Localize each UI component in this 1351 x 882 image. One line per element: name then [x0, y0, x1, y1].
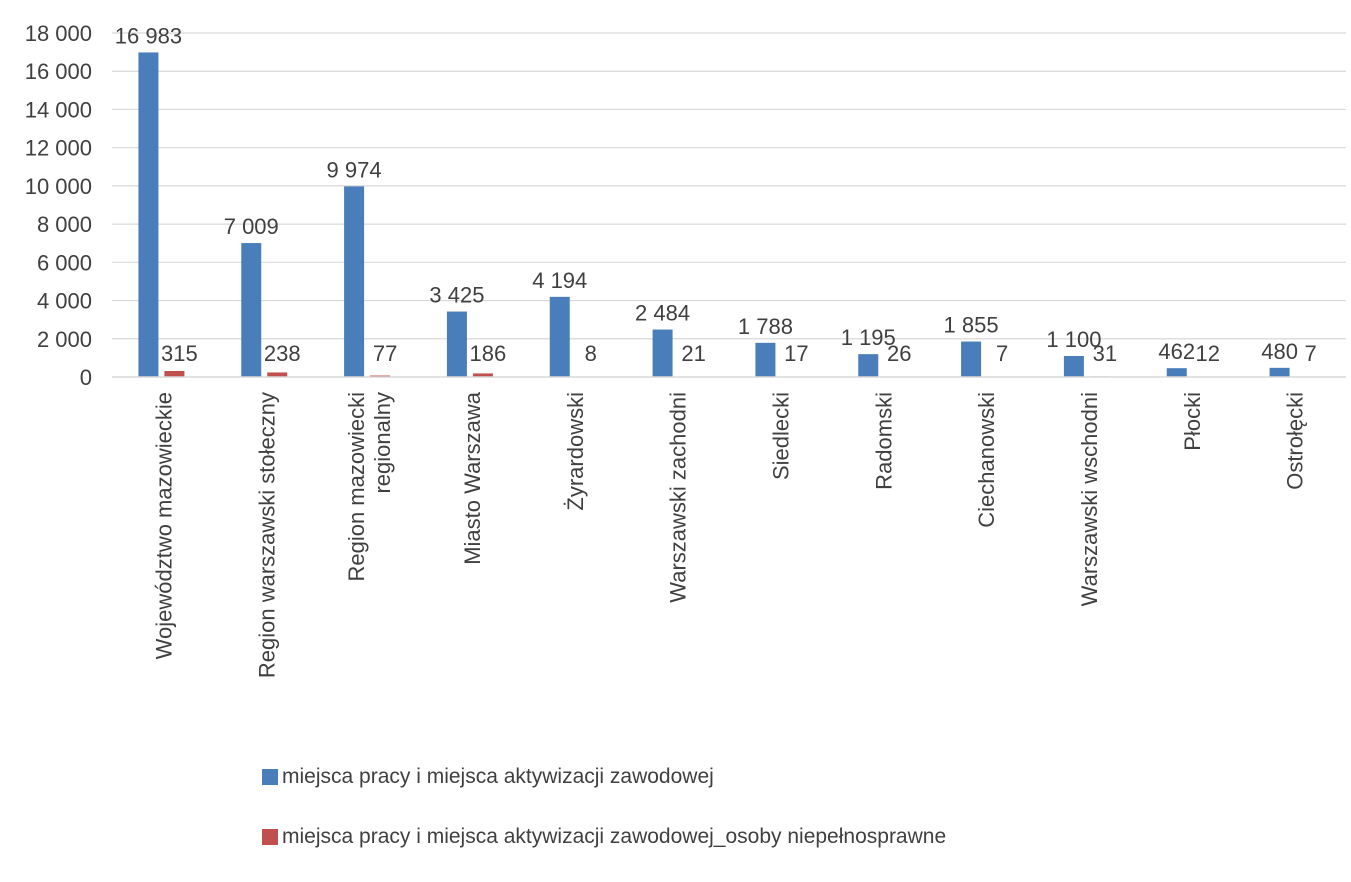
bar-series-2: [164, 371, 184, 377]
y-tick-label: 12 000: [25, 136, 92, 161]
data-label-series-1: 1 788: [738, 314, 793, 339]
bar-chart: 0 2 000 4 000 6 000 8 000 10 000 12 000 14 000 1…: [0, 0, 1351, 760]
legend-item-series-1: miejsca pracy i miejsca aktywizacji zawo…: [262, 762, 946, 792]
category-label-line: Radomski: [871, 392, 896, 490]
data-label-series-1: 7 009: [224, 214, 279, 239]
category-label-line: Warszawski wschodni: [1077, 392, 1102, 606]
data-label-series-2: 7: [996, 341, 1008, 366]
bar-series-1: [755, 343, 775, 377]
category-label: Ostrołęcki: [1283, 392, 1308, 490]
category-label: Radomski: [871, 392, 896, 490]
category-label-line: Region mazowiecki: [344, 392, 369, 582]
y-tick-label: 16 000: [25, 59, 92, 84]
bar-series-1: [1064, 356, 1084, 377]
category-label-line: Region warszawski stołeczny: [254, 392, 279, 678]
category-label: Płocki: [1180, 392, 1205, 451]
category-label-line: Płocki: [1180, 392, 1205, 451]
category-label: Miasto Warszawa: [460, 391, 485, 565]
data-label-series-2: 315: [161, 341, 198, 366]
y-tick-label: 6 000: [37, 250, 92, 275]
data-label-series-1: 1 855: [944, 313, 999, 338]
data-label-series-1: 4 194: [532, 268, 587, 293]
y-tick-label: 14 000: [25, 97, 92, 122]
category-label-line: Ostrołęcki: [1283, 392, 1308, 490]
y-tick-label: 18 000: [25, 21, 92, 46]
category-label-line: Siedlecki: [768, 392, 793, 480]
y-tick-label: 4 000: [37, 289, 92, 314]
category-label-line: Miasto Warszawa: [460, 391, 485, 565]
legend-label-series-1: miejsca pracy i miejsca aktywizacji zawo…: [282, 765, 714, 789]
gridlines: [112, 33, 1346, 339]
category-label: Siedlecki: [768, 392, 793, 480]
category-label-line: Województwo mazowieckie: [151, 392, 176, 659]
data-label-series-2: 186: [470, 341, 507, 366]
data-label-series-1: 9 974: [327, 157, 382, 182]
data-label-series-2: 26: [887, 341, 911, 366]
bar-series-1: [138, 52, 158, 377]
bars: [138, 52, 1315, 377]
bar-series-1: [241, 243, 261, 377]
data-label-series-2: 7: [1304, 341, 1316, 366]
bar-series-1: [858, 354, 878, 377]
category-label-line: Ciechanowski: [974, 392, 999, 528]
data-label-series-2: 77: [373, 341, 397, 366]
legend-item-series-2: miejsca pracy i miejsca aktywizacji zawo…: [262, 822, 946, 852]
y-axis-ticks: 0 2 000 4 000 6 000 8 000 10 000 12 000 14 000 1…: [25, 21, 92, 390]
data-label-series-2: 21: [681, 341, 705, 366]
legend: miejsca pracy i miejsca aktywizacji zawo…: [262, 762, 946, 882]
category-label: Region mazowieckiregionalny: [344, 392, 395, 582]
legend-swatch-series-2: [262, 829, 278, 845]
bar-series-1: [653, 330, 673, 377]
category-label: Warszawski zachodni: [666, 392, 691, 603]
category-label-line: Warszawski zachodni: [666, 392, 691, 603]
data-label-series-2: 238: [264, 341, 301, 366]
category-label: Warszawski wschodni: [1077, 392, 1102, 606]
data-label-series-1: 2 484: [635, 301, 690, 326]
category-label: Region warszawski stołeczny: [254, 392, 279, 678]
data-label-series-1: 462: [1158, 339, 1195, 364]
bar-series-1: [1167, 368, 1187, 377]
data-label-series-2: 31: [1093, 341, 1117, 366]
legend-label-series-2: miejsca pracy i miejsca aktywizacji zawo…: [282, 825, 946, 849]
category-label-line: regionalny: [370, 392, 395, 494]
y-tick-label: 2 000: [37, 327, 92, 352]
category-label-line: Żyrardowski: [563, 392, 588, 511]
data-label-series-1: 480: [1261, 339, 1298, 364]
data-label-series-1: 3 425: [429, 283, 484, 308]
bar-series-1: [550, 297, 570, 377]
bar-series-1: [447, 312, 467, 377]
category-label: Województwo mazowieckie: [151, 392, 176, 659]
category-label: Ciechanowski: [974, 392, 999, 528]
y-tick-label: 8 000: [37, 212, 92, 237]
data-label-series-2: 17: [784, 341, 808, 366]
y-tick-label: 10 000: [25, 174, 92, 199]
data-label-series-1: 16 983: [115, 23, 182, 48]
category-label: Żyrardowski: [563, 392, 588, 511]
bar-series-1: [961, 342, 981, 377]
legend-swatch-series-1: [262, 769, 278, 785]
data-label-series-2: 8: [585, 341, 597, 366]
category-labels: Województwo mazowieckie Region warszawski…: [151, 391, 1307, 678]
bar-series-1: [344, 186, 364, 377]
y-tick-label: 0: [80, 365, 92, 390]
data-label-series-2: 12: [1196, 341, 1220, 366]
bar-series-1: [1270, 368, 1290, 377]
